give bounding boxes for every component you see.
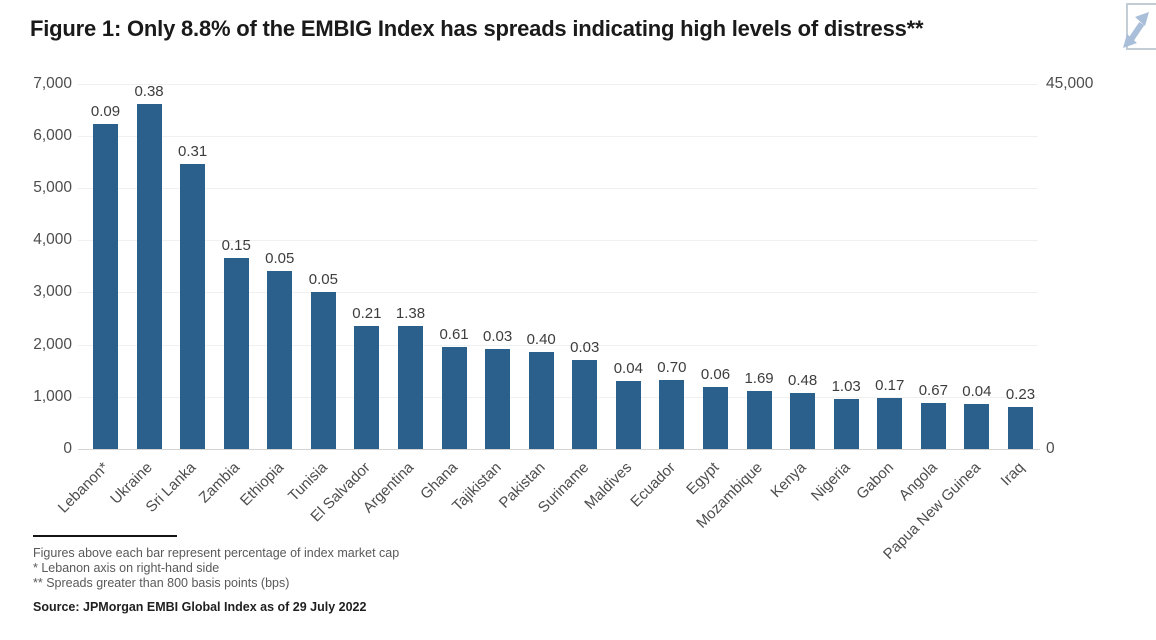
x-axis-label-text: Gabon bbox=[852, 459, 897, 503]
x-axis-label-text: Maldives bbox=[581, 459, 636, 513]
bar bbox=[397, 325, 423, 449]
x-axis-label-text: Iraq bbox=[997, 459, 1028, 490]
gridline bbox=[78, 83, 1038, 85]
bar-value-label: 0.04 bbox=[962, 383, 992, 401]
bar-value-label: 0.05 bbox=[265, 250, 295, 268]
x-axis-label-text: Kenya bbox=[767, 459, 810, 502]
bar-value-label: 1.03 bbox=[831, 377, 861, 395]
x-axis-label-text: Nigeria bbox=[807, 459, 854, 505]
y-axis-tick-label-left: 6,000 bbox=[33, 126, 72, 144]
bar bbox=[354, 325, 380, 449]
bar-value-label: 0.23 bbox=[1005, 386, 1036, 404]
y-axis-tick-label-right: 45,000 bbox=[1046, 74, 1094, 92]
bar bbox=[267, 271, 293, 449]
bar-value-label: 0.15 bbox=[221, 237, 251, 255]
y-axis-tick-label-right: 0 bbox=[1046, 440, 1055, 457]
bar bbox=[136, 104, 162, 449]
bar bbox=[572, 360, 598, 449]
bar-value-label: 0.05 bbox=[308, 271, 338, 289]
bar-value-label: 0.21 bbox=[352, 304, 382, 322]
bar bbox=[93, 124, 118, 449]
bar bbox=[615, 381, 641, 449]
gridline bbox=[78, 292, 1038, 294]
y-axis-tick-label-left: 0 bbox=[63, 440, 72, 457]
x-axis-label-text: Ecuador bbox=[627, 459, 679, 511]
bar-value-label: 0.17 bbox=[875, 376, 905, 394]
source-line: Source: JPMorgan EMBI Global Index as of… bbox=[33, 600, 367, 614]
x-axis-label-text: Egypt bbox=[683, 459, 723, 499]
bar-value-label: 1.69 bbox=[744, 370, 774, 388]
x-axis-label-text: Zambia bbox=[195, 459, 244, 507]
bar-value-label: 0.06 bbox=[700, 365, 731, 383]
bar bbox=[964, 404, 990, 449]
bar-value-label: 0.09 bbox=[90, 103, 121, 121]
bar-value-label: 0.31 bbox=[178, 143, 208, 161]
bar bbox=[528, 351, 554, 449]
y-axis-tick-label-left: 2,000 bbox=[33, 335, 72, 353]
bar-value-label: 0.03 bbox=[483, 327, 513, 345]
bar-value-label: 0.61 bbox=[439, 326, 469, 344]
bar bbox=[485, 348, 511, 449]
expand-chart-button[interactable] bbox=[1123, 3, 1156, 50]
y-axis-tick-label-left: 3,000 bbox=[33, 283, 72, 301]
chart-footnotes: Figures above each bar represent percent… bbox=[33, 546, 399, 591]
x-axis-label-text: Ethiopia bbox=[236, 459, 287, 510]
footer-divider-line bbox=[33, 535, 177, 537]
footnote-market-cap: Figures above each bar represent percent… bbox=[33, 546, 400, 560]
bar bbox=[659, 380, 685, 449]
y-axis-tick-label-left: 5,000 bbox=[33, 178, 72, 196]
footnote-spreads: ** Spreads greater than 800 basis points… bbox=[33, 576, 290, 590]
bar bbox=[746, 391, 772, 449]
bar bbox=[223, 258, 249, 449]
figure-title: Figure 1: Only 8.8% of the EMBIG Index h… bbox=[30, 16, 924, 41]
bar-value-label: 1.38 bbox=[395, 304, 426, 322]
bar-value-label: 0.38 bbox=[134, 83, 164, 101]
bar bbox=[180, 164, 206, 449]
x-axis-line bbox=[78, 449, 1040, 450]
y-axis-tick-label-left: 7,000 bbox=[33, 74, 72, 92]
bar-value-label: 0.40 bbox=[526, 330, 556, 348]
bar bbox=[441, 347, 467, 449]
gridline bbox=[78, 396, 1038, 398]
bar bbox=[702, 386, 728, 449]
bar-value-label: 0.03 bbox=[570, 339, 600, 357]
bar bbox=[877, 397, 903, 449]
bar bbox=[1007, 407, 1033, 449]
footnote-lebanon-axis: * Lebanon axis on right-hand side bbox=[33, 561, 220, 575]
bar bbox=[920, 403, 946, 449]
bar-value-label: 0.04 bbox=[613, 360, 643, 378]
bar-value-label: 0.67 bbox=[918, 382, 948, 400]
gridline bbox=[78, 240, 1038, 242]
bar-value-label: 0.48 bbox=[788, 372, 818, 390]
x-axis-label-text: Lebanon* bbox=[55, 459, 113, 517]
gridline bbox=[78, 344, 1038, 346]
bar-value-label: 0.70 bbox=[657, 359, 687, 377]
y-axis-tick-label-left: 1,000 bbox=[33, 387, 72, 405]
bar bbox=[833, 398, 859, 449]
gridline bbox=[78, 135, 1038, 137]
expand-diagonal-arrows-icon bbox=[1123, 12, 1149, 48]
y-axis-tick-label-left: 4,000 bbox=[33, 231, 72, 249]
bar bbox=[310, 292, 336, 449]
gridline bbox=[78, 187, 1038, 189]
bar bbox=[790, 393, 816, 449]
